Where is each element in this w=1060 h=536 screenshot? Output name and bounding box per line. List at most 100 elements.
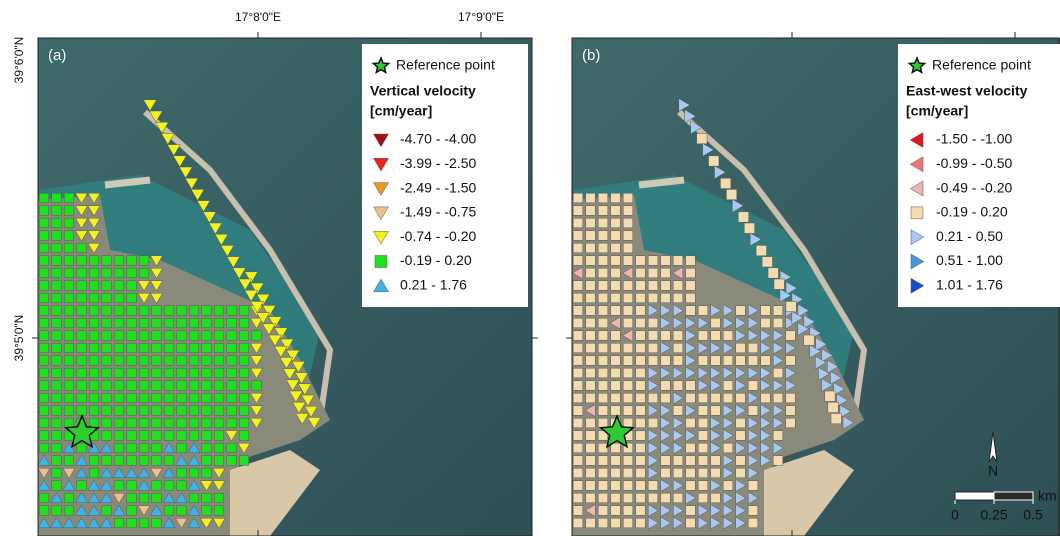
ps-marker xyxy=(723,331,733,341)
ps-marker xyxy=(52,381,62,391)
ps-marker xyxy=(202,381,212,391)
ps-marker xyxy=(573,418,583,428)
legend-title: East-west velocity xyxy=(906,83,1028,99)
ps-marker xyxy=(64,193,74,203)
ps-marker xyxy=(139,381,149,391)
ps-marker xyxy=(736,356,746,366)
ps-marker xyxy=(152,356,162,366)
ps-marker xyxy=(586,206,596,216)
ps-marker xyxy=(177,343,187,353)
legend-label: -4.70 - -4.00 xyxy=(400,131,476,147)
ps-marker xyxy=(102,506,112,516)
ps-marker xyxy=(598,293,608,303)
ps-marker xyxy=(89,406,99,416)
ps-marker xyxy=(611,493,621,503)
ps-marker xyxy=(598,193,608,203)
ps-marker xyxy=(573,381,583,391)
ps-marker xyxy=(648,318,658,328)
ps-marker xyxy=(673,468,683,478)
ps-marker xyxy=(661,381,671,391)
ps-marker xyxy=(573,406,583,416)
ps-marker xyxy=(139,456,149,466)
ps-marker xyxy=(139,406,149,416)
legend-reference: Reference point xyxy=(932,57,1031,73)
ps-marker xyxy=(114,256,124,266)
ps-marker xyxy=(202,506,212,516)
ps-marker xyxy=(598,281,608,291)
ps-marker xyxy=(102,268,112,278)
ps-marker xyxy=(227,306,237,316)
panel-label: (a) xyxy=(48,47,66,64)
ps-marker xyxy=(636,368,646,378)
ps-marker xyxy=(177,306,187,316)
ps-marker xyxy=(152,393,162,403)
ps-marker xyxy=(114,356,124,366)
ps-marker xyxy=(661,293,671,303)
ps-marker xyxy=(686,268,696,278)
ps-marker xyxy=(623,343,633,353)
ps-marker xyxy=(773,306,783,316)
ps-marker xyxy=(698,493,708,503)
ps-marker xyxy=(686,418,696,428)
ps-marker xyxy=(52,393,62,403)
ps-marker xyxy=(177,331,187,341)
ps-marker xyxy=(127,306,137,316)
ps-marker xyxy=(114,381,124,391)
ps-marker xyxy=(139,493,149,503)
ps-marker xyxy=(102,456,112,466)
ps-marker xyxy=(77,356,87,366)
ps-marker xyxy=(77,281,87,291)
ps-marker xyxy=(52,356,62,366)
ps-marker xyxy=(177,468,187,478)
ps-marker xyxy=(152,381,162,391)
ps-marker xyxy=(673,343,683,353)
ps-marker xyxy=(586,418,596,428)
ps-marker xyxy=(804,335,814,345)
ps-marker xyxy=(648,293,658,303)
ps-marker xyxy=(114,456,124,466)
ps-marker xyxy=(773,318,783,328)
legend-label: 0.21 - 1.76 xyxy=(400,277,467,293)
ps-marker xyxy=(586,356,596,366)
ps-marker xyxy=(786,331,796,341)
ps-marker xyxy=(573,306,583,316)
ps-marker xyxy=(239,318,249,328)
ps-marker xyxy=(177,443,187,453)
ps-marker xyxy=(573,393,583,403)
ps-marker xyxy=(623,206,633,216)
ps-marker xyxy=(711,356,721,366)
ps-marker xyxy=(39,318,49,328)
ps-marker xyxy=(202,331,212,341)
ps-marker xyxy=(177,418,187,428)
ps-marker xyxy=(586,331,596,341)
ps-marker xyxy=(64,493,74,503)
ps-marker xyxy=(52,506,62,516)
ps-marker xyxy=(711,318,721,328)
ps-marker xyxy=(673,356,683,366)
ps-marker xyxy=(686,306,696,316)
ps-marker xyxy=(102,256,112,266)
ps-marker xyxy=(711,493,721,503)
ps-marker xyxy=(114,268,124,278)
ps-marker xyxy=(114,431,124,441)
ps-marker xyxy=(64,381,74,391)
ps-marker xyxy=(698,393,708,403)
ps-marker xyxy=(598,356,608,366)
ps-marker xyxy=(77,293,87,303)
ps-marker xyxy=(723,356,733,366)
ps-marker xyxy=(102,293,112,303)
ps-marker xyxy=(686,481,696,491)
ps-marker xyxy=(102,343,112,353)
ps-marker xyxy=(586,481,596,491)
ps-marker xyxy=(214,331,224,341)
ps-marker xyxy=(189,493,199,503)
legend-label: -0.99 - -0.50 xyxy=(936,155,1012,171)
ps-marker xyxy=(736,431,746,441)
ps-marker xyxy=(720,178,730,188)
ps-marker xyxy=(636,506,646,516)
ps-marker xyxy=(761,318,771,328)
ps-marker xyxy=(623,243,633,253)
ps-marker xyxy=(139,431,149,441)
ps-marker xyxy=(586,456,596,466)
ps-marker xyxy=(611,356,621,366)
